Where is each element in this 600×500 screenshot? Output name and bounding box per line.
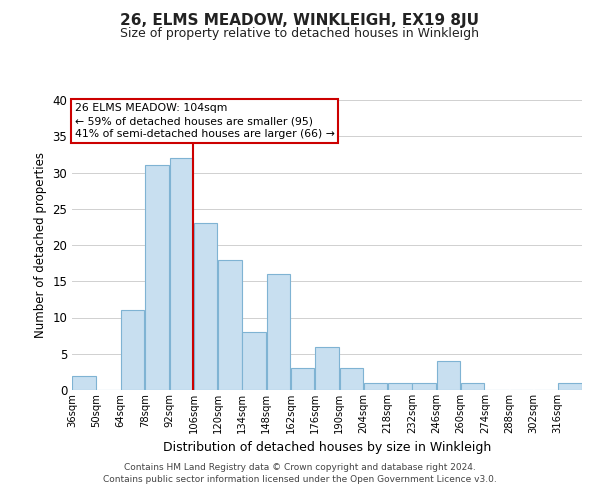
Bar: [242, 332, 266, 390]
Bar: [315, 346, 339, 390]
Bar: [340, 368, 363, 390]
Text: Contains HM Land Registry data © Crown copyright and database right 2024.: Contains HM Land Registry data © Crown c…: [124, 464, 476, 472]
Bar: [437, 361, 460, 390]
Bar: [388, 383, 412, 390]
Bar: [558, 383, 581, 390]
X-axis label: Distribution of detached houses by size in Winkleigh: Distribution of detached houses by size …: [163, 442, 491, 454]
Text: 26, ELMS MEADOW, WINKLEIGH, EX19 8JU: 26, ELMS MEADOW, WINKLEIGH, EX19 8JU: [121, 12, 479, 28]
Text: Contains public sector information licensed under the Open Government Licence v3: Contains public sector information licen…: [103, 475, 497, 484]
Bar: [461, 383, 484, 390]
Bar: [291, 368, 314, 390]
Bar: [73, 376, 96, 390]
Bar: [194, 223, 217, 390]
Bar: [145, 165, 169, 390]
Bar: [266, 274, 290, 390]
Y-axis label: Number of detached properties: Number of detached properties: [34, 152, 47, 338]
Bar: [364, 383, 388, 390]
Bar: [170, 158, 193, 390]
Bar: [412, 383, 436, 390]
Text: 26 ELMS MEADOW: 104sqm
← 59% of detached houses are smaller (95)
41% of semi-det: 26 ELMS MEADOW: 104sqm ← 59% of detached…: [74, 103, 334, 140]
Bar: [218, 260, 242, 390]
Text: Size of property relative to detached houses in Winkleigh: Size of property relative to detached ho…: [121, 28, 479, 40]
Bar: [121, 310, 145, 390]
